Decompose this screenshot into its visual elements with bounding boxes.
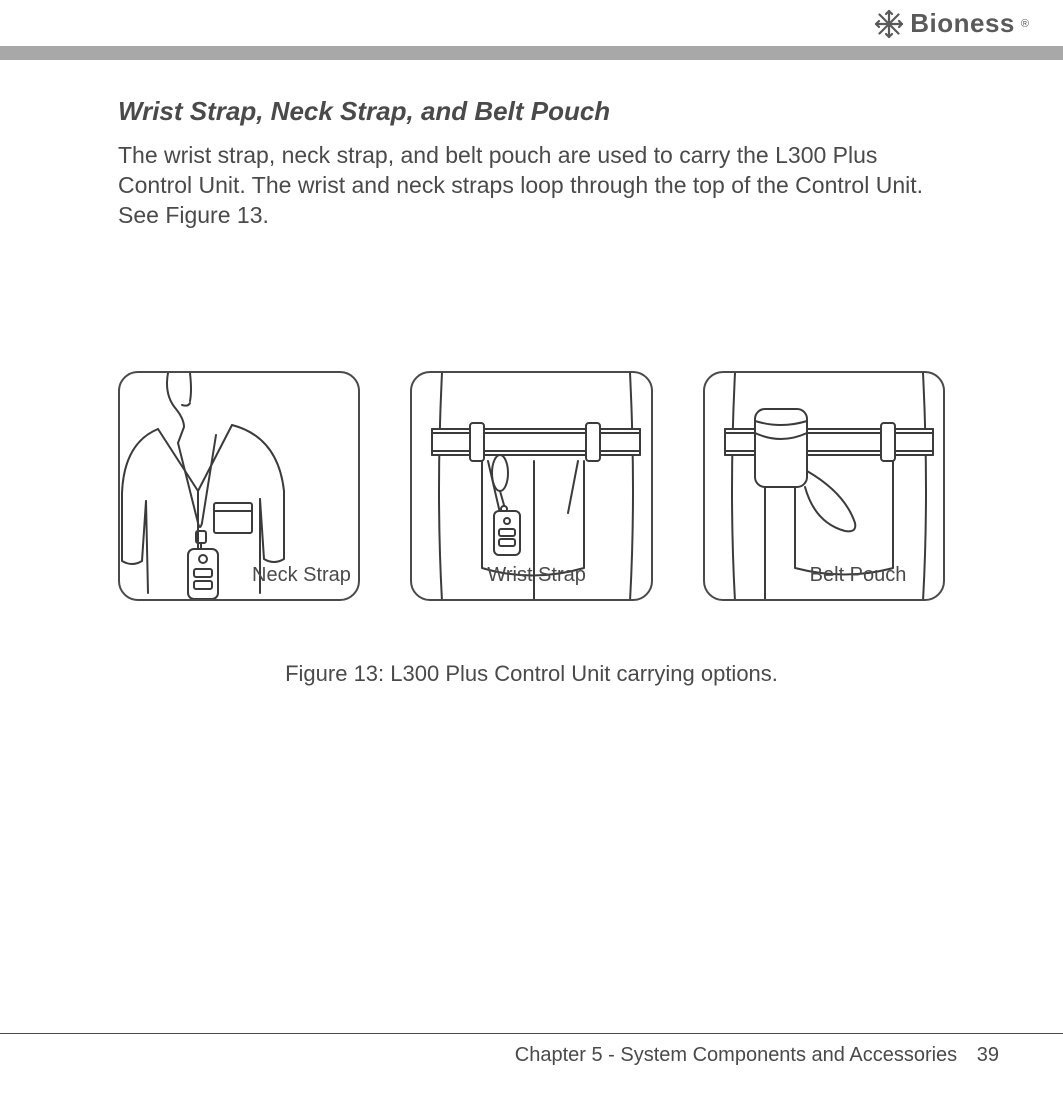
page-header: Bioness ®	[0, 0, 1063, 60]
brand-name: Bioness	[910, 8, 1015, 39]
section-title: Wrist Strap, Neck Strap, and Belt Pouch	[118, 96, 945, 127]
header-gray-bar	[0, 46, 1063, 60]
figure-label: Belt Pouch	[810, 564, 907, 587]
snowflake-icon	[874, 9, 904, 39]
figure-caption: Figure 13: L300 Plus Control Unit carryi…	[118, 661, 945, 687]
registered-mark: ®	[1021, 18, 1029, 30]
section-body: The wrist strap, neck strap, and belt po…	[118, 141, 945, 231]
brand-logo-block: Bioness ®	[874, 8, 1029, 39]
figure-label: Neck Strap	[252, 564, 351, 587]
figures-row: Neck Strap	[118, 371, 945, 601]
figure-card-wrist-strap: Wrist Strap	[410, 371, 652, 601]
figure-label: Wrist Strap	[487, 564, 586, 587]
content-area: Wrist Strap, Neck Strap, and Belt Pouch …	[0, 60, 1063, 687]
footer-chapter: Chapter 5 - System Components and Access…	[515, 1044, 957, 1066]
footer-page-number: 39	[977, 1044, 999, 1066]
page-footer: Chapter 5 - System Components and Access…	[0, 1033, 1063, 1067]
figure-card-belt-pouch: Belt Pouch	[703, 371, 945, 601]
figure-card-neck-strap: Neck Strap	[118, 371, 360, 601]
